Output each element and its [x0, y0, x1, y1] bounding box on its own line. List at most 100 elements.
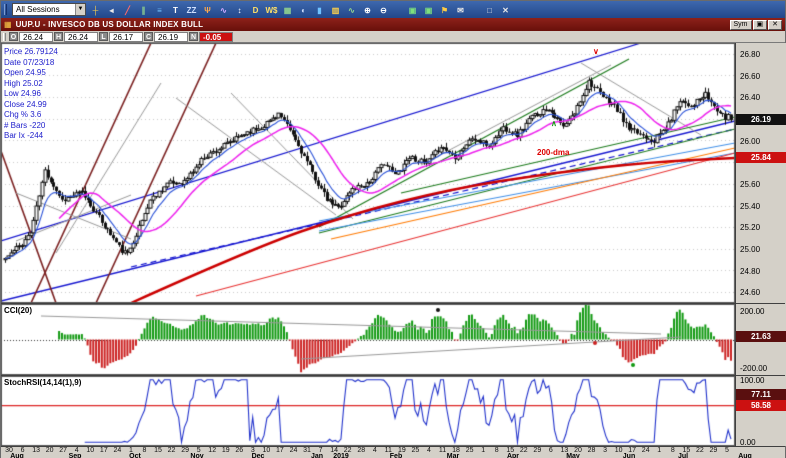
week-tick-label: 11 [438, 447, 447, 454]
week-tick-label: 28 [357, 447, 366, 454]
week-tick-label: 17 [276, 447, 284, 454]
month-label: Jun [622, 453, 636, 458]
trendline-tool-icon[interactable]: ╱ [125, 6, 130, 15]
close-button[interactable]: ✕ [768, 19, 782, 30]
week-tick-label: 29 [181, 447, 190, 454]
price-axis[interactable] [735, 43, 786, 446]
session-dropdown-value: All Sessions [16, 5, 60, 14]
quote-field-label: L [99, 32, 108, 41]
week-tick-label: 17 [99, 447, 108, 454]
week-tick-label: 7 [318, 447, 323, 454]
week-tick-label: 24 [289, 447, 298, 454]
week-tick-label: 26 [235, 447, 244, 454]
price-tick-label: 25.60 [740, 179, 761, 189]
price-chart-plot[interactable] [1, 43, 735, 303]
week-tick-label: 6 [548, 447, 553, 454]
week-tick-label: 29 [533, 447, 542, 454]
layout-grid2-icon[interactable]: ▣ [424, 6, 433, 15]
price-tick-label: 26.40 [740, 93, 761, 103]
cci-tick-label: -200.00 [740, 363, 768, 373]
week-tick-label: 10 [86, 447, 95, 454]
pointer-tool-icon[interactable]: ◂ [109, 6, 114, 15]
toolbar-icon-group: □ ✕ [482, 3, 513, 16]
week-tick-label: 20 [45, 447, 54, 454]
zoom-in-icon[interactable]: ⊕ [364, 6, 371, 15]
daily-interval-icon[interactable]: D [252, 6, 259, 15]
crosshair-tool-icon[interactable]: ┼ [92, 6, 99, 15]
layout-grid-icon[interactable]: ▣ [408, 6, 417, 15]
month-label: Dec [251, 453, 265, 458]
sym-button[interactable]: Sym [729, 19, 752, 30]
expand-icon[interactable]: ↕ [237, 6, 242, 15]
stochrsi-value-badge: 58.58 [736, 400, 786, 412]
week-tick-label: 1 [657, 447, 662, 454]
cci-indicator-plot[interactable] [1, 304, 735, 375]
toolbar-grip[interactable] [4, 4, 7, 15]
week-tick-label: 5 [725, 447, 729, 454]
panel-separator[interactable] [1, 303, 785, 304]
window-title: UUP.U - INVESCO DB US DOLLAR INDEX BULL [15, 20, 204, 29]
month-label: Feb [389, 453, 403, 458]
week-tick-label: 4 [74, 447, 79, 454]
week-tick-label: 19 [397, 447, 406, 454]
titlebar-buttons: Sym ▣ ✕ [729, 19, 782, 30]
time-axis[interactable]: 30 6 13 20 27 4 10 17 24 1 8 15 22 29 5 12 19 26 3 10 17 24 31… [1, 446, 785, 458]
week-tick-label: 12 [208, 447, 217, 454]
month-label: Oct [129, 453, 141, 458]
week-tick-label: 19 [221, 447, 230, 454]
cci-value-badge: 21.63 [736, 330, 786, 342]
month-label: Aug [10, 453, 24, 458]
week-tick-label: 13 [32, 447, 40, 454]
line-style-icon[interactable]: ∿ [348, 6, 355, 15]
month-label: Mar [446, 453, 460, 458]
grid-icon[interactable]: ▦ [283, 6, 292, 15]
week-tick-label: 30 [5, 447, 13, 454]
month-label: Nov [190, 453, 204, 458]
trough-marker: ∧ [551, 119, 557, 128]
week-tick-label: 17 [628, 447, 637, 454]
bar-style-icon[interactable]: ▥ [331, 6, 340, 15]
chart-window-titlebar[interactable]: ▦ UUP.U - INVESCO DB US DOLLAR INDEX BUL… [1, 18, 785, 31]
quotebar-grip[interactable] [3, 32, 6, 41]
new-window-icon[interactable]: □ [487, 6, 492, 15]
channel-tool-icon[interactable]: ∥ [141, 6, 146, 15]
weekly-dollar-icon[interactable]: W$ [265, 6, 278, 15]
restore-button[interactable]: ▣ [752, 19, 768, 30]
candlestick-style-icon[interactable]: ▮ [317, 6, 322, 15]
fib-tool-icon[interactable]: ≡ [157, 6, 162, 15]
week-tick-label: 22 [167, 447, 176, 454]
month-label: May [566, 453, 580, 458]
week-tick-label: 10 [614, 447, 623, 454]
200-dma-value-badge: 25.84 [736, 152, 786, 164]
week-tick-label: 10 [262, 447, 271, 454]
pitchfork-tool-icon[interactable]: Ψ [204, 6, 211, 15]
price-tick-label: 25.00 [740, 244, 761, 254]
week-tick-label: 1 [128, 447, 133, 454]
chart-window-icon: ▦ [4, 20, 12, 29]
month-label: Jul [677, 453, 689, 458]
text-tool-icon[interactable]: T [173, 6, 178, 15]
price-tick-label: 26.00 [740, 136, 761, 146]
quote-field-label: C [144, 32, 153, 41]
cycle-tool-icon[interactable]: ∿ [220, 6, 227, 15]
dma-200-label: 200-dma [537, 148, 570, 157]
zigzag-tool-icon[interactable]: ZZ [186, 6, 197, 15]
panel-separator[interactable] [1, 375, 785, 376]
cursor-info-line: Close 24.99 [4, 99, 47, 109]
alert-flag-icon[interactable]: ⚑ [440, 6, 449, 15]
stochrsi-indicator-plot[interactable] [1, 376, 735, 446]
week-tick-label: 18 [452, 447, 460, 454]
stochrsi-value-badge: 77.11 [736, 388, 786, 400]
zoom-out-icon[interactable]: ⊖ [380, 6, 387, 15]
quote-bar: O 26.24 H 26.24 L 26.17 C 26.19 N -0.05 [1, 31, 785, 43]
week-tick-label: 29 [709, 447, 718, 454]
clock-icon[interactable]: ◐ [301, 6, 306, 15]
cci-panel-label: CCI(20) [4, 306, 33, 315]
close-window-icon[interactable]: ✕ [502, 6, 509, 15]
week-tick-label: 15 [682, 447, 691, 454]
session-dropdown[interactable]: All Sessions ▼ [12, 3, 86, 16]
week-tick-label: 5 [196, 447, 201, 454]
week-tick-label: 25 [465, 447, 474, 454]
message-icon[interactable]: ✉ [457, 6, 464, 15]
stochrsi-tick-label: 0.00 [740, 438, 756, 448]
